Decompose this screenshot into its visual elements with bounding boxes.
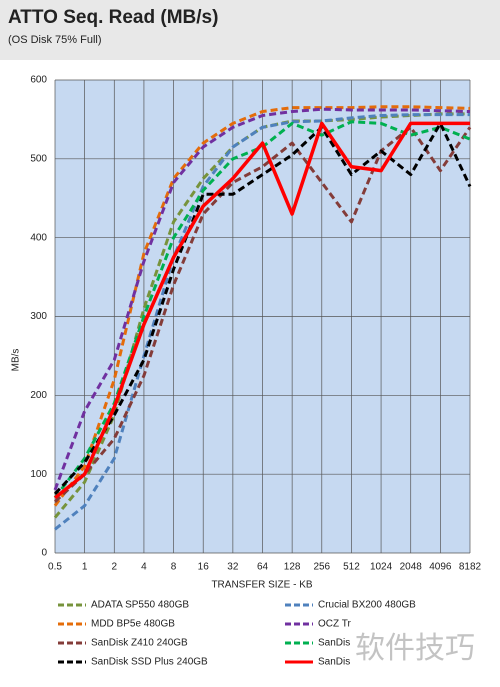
x-tick-label: 8: [171, 562, 177, 573]
y-tick-label: 300: [30, 311, 47, 322]
x-tick-label: 32: [227, 562, 239, 573]
y-tick-label: 600: [30, 75, 47, 86]
x-tick-label: 64: [257, 562, 269, 573]
x-tick-label: 512: [343, 562, 360, 573]
x-tick-label: 1024: [370, 562, 393, 573]
x-tick-label: 8182: [459, 562, 482, 573]
x-tick-label: 1: [82, 562, 88, 573]
series-line: [53, 121, 472, 495]
x-axis-label: TRANSFER SIZE - KB: [211, 580, 312, 591]
chart-title: ATTO Seq. Read (MB/s): [8, 7, 218, 28]
series-line: [54, 113, 470, 531]
chart-subtitle: (OS Disk 75% Full): [8, 34, 102, 46]
x-tick-label: 128: [284, 562, 301, 573]
series-line: [53, 125, 472, 503]
header-band: [0, 0, 500, 60]
y-tick-label: 500: [30, 153, 47, 164]
y-tick-label: 200: [30, 390, 47, 401]
legend-label: SanDis: [318, 657, 350, 668]
y-tick-label: 400: [30, 232, 47, 243]
legend-label: SanDis: [318, 638, 350, 649]
legend-label: Crucial BX200 480GB: [318, 600, 416, 611]
y-tick-label: 100: [30, 469, 47, 480]
legend-label: SanDisk SSD Plus 240GB: [91, 657, 208, 668]
x-tick-label: 4096: [429, 562, 452, 573]
x-tick-label: 4: [141, 562, 147, 573]
series-line: [53, 107, 471, 491]
x-tick-label: 2: [112, 562, 118, 573]
x-tick-label: 256: [313, 562, 330, 573]
watermark: 软件技巧: [355, 632, 475, 665]
x-tick-label: 2048: [400, 562, 423, 573]
legend-label: OCZ Tr: [318, 619, 351, 630]
y-tick-label: 0: [41, 548, 47, 559]
x-tick-label: 16: [198, 562, 210, 573]
x-tick-label: 0.5: [48, 562, 62, 573]
y-axis-label: MB/s: [11, 349, 22, 372]
legend-label: SanDisk Z410 240GB: [91, 638, 188, 649]
series-line: [53, 105, 471, 507]
legend-label: ADATA SP550 480GB: [91, 600, 189, 611]
series-line: [53, 121, 470, 500]
legend-label: MDD BP5e 480GB: [91, 619, 175, 630]
